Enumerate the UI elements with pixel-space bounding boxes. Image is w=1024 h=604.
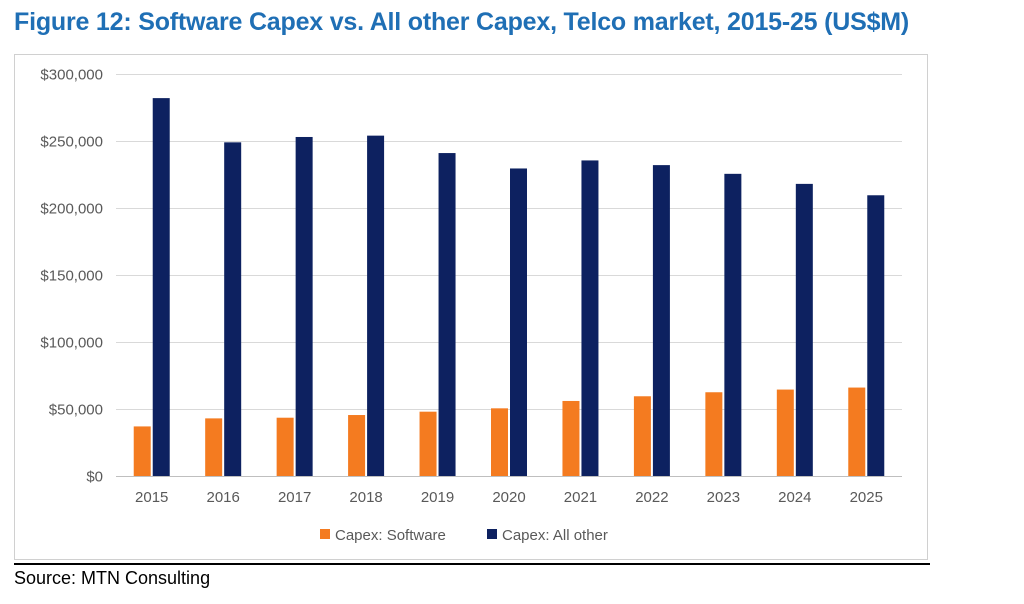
y-tick-label: $0 (86, 469, 103, 486)
bar-all-other (510, 168, 527, 476)
x-tick-label: 2024 (778, 489, 811, 506)
legend-swatch (320, 529, 330, 539)
x-tick-label: 2025 (850, 489, 883, 506)
y-tick-label: $300,000 (40, 67, 103, 84)
x-tick-label: 2018 (349, 489, 382, 506)
bar-all-other (152, 98, 170, 477)
bar-software (133, 426, 151, 476)
x-tick-label: 2016 (206, 489, 239, 506)
bar-software (848, 387, 866, 476)
y-tick-label: $250,000 (40, 134, 103, 151)
legend-swatch (487, 529, 497, 539)
y-axis-ticks: $0 $50,000 $100,000 $150,000 $200,000 $250,00… (40, 67, 103, 486)
bar-software (419, 411, 437, 476)
x-tick-label: 2022 (635, 489, 668, 506)
bar-all-other (295, 136, 313, 477)
bar-all-other (224, 142, 242, 476)
y-tick-label: $50,000 (49, 402, 103, 419)
bar-all-other (652, 165, 670, 476)
bar-software (633, 396, 651, 476)
bar-software (562, 400, 580, 476)
bar-software (205, 418, 223, 476)
x-tick-label: 2020 (492, 489, 525, 506)
y-tick-label: $100,000 (40, 335, 103, 352)
bar-all-other (867, 195, 885, 476)
bar-all-other (438, 153, 456, 476)
bar-software (776, 389, 794, 476)
legend: Capex: Software Capex: All other (320, 527, 608, 544)
x-tick-label: 2017 (278, 489, 311, 506)
y-tick-label: $150,000 (40, 268, 103, 285)
bar-all-other (367, 135, 385, 476)
chart-title: Figure 12: Software Capex vs. All other … (14, 8, 910, 36)
bar-all-other (724, 173, 742, 476)
gridlines (116, 74, 902, 477)
bar-software (705, 392, 723, 476)
y-tick-label: $200,000 (40, 201, 103, 218)
bar-all-other (795, 183, 813, 476)
bar-software (491, 408, 508, 476)
legend-label: Capex: All other (502, 527, 608, 544)
x-tick-label: 2021 (564, 489, 597, 506)
bar-software (348, 415, 366, 476)
x-tick-label: 2015 (135, 489, 168, 506)
x-tick-label: 2019 (421, 489, 454, 506)
bars (133, 98, 885, 477)
bar-software (276, 417, 294, 476)
footer-rule (14, 563, 930, 565)
source-note: Source: MTN Consulting (14, 568, 211, 588)
bar-all-other (581, 160, 599, 476)
x-axis-ticks: 2015 2016 2017 2018 2019 2020 2021 2022 2023 2024… (135, 489, 883, 506)
x-tick-label: 2023 (707, 489, 740, 506)
legend-label: Capex: Software (335, 527, 446, 544)
